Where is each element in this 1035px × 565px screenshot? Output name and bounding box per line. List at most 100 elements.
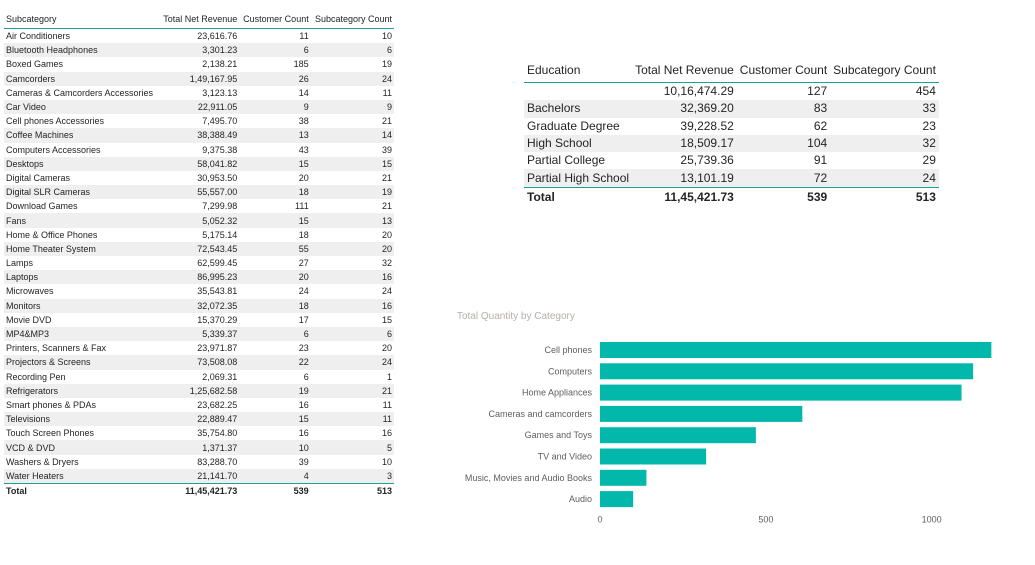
value-cell: 39	[381, 144, 392, 155]
row-label: Bachelors	[524, 100, 633, 118]
bar[interactable]	[600, 427, 756, 444]
row-label: Cell phones Accessories	[6, 116, 105, 127]
table-row[interactable]: VCD & DVD 1,371.37 10 5	[4, 440, 394, 455]
table-row[interactable]: Desktops 58,041.82 15 15	[4, 156, 394, 171]
column-header-subcategory-count[interactable]: Subcategory Count	[830, 58, 939, 83]
category-label: Audio	[569, 494, 592, 504]
row-label: Coffee Machines	[4, 128, 160, 143]
row-label: Car Video	[4, 99, 160, 115]
table-row[interactable]: MP4&MP3 5,339.37 6 6	[4, 326, 394, 342]
subcategory-table-header: Subcategory Total Net Revenue Customer C…	[4, 10, 394, 29]
table-row[interactable]: Computers Accessories 9,375.38 43 39	[4, 143, 394, 157]
bar[interactable]	[600, 342, 992, 358]
table-row[interactable]: High School 18,509.17 104 32	[524, 134, 939, 153]
table-row[interactable]: Bluetooth Headphones 3,301.23 6 6	[4, 43, 394, 58]
column-header-subcategory-count[interactable]: Subcategory Count	[310, 10, 394, 29]
table-row[interactable]: Car Video 22,911.05 9 9	[4, 99, 394, 115]
column-header-customer-count[interactable]: Customer Count	[736, 58, 831, 83]
value-cell: 15	[381, 314, 392, 325]
value-cell: 24	[830, 169, 939, 188]
column-header-total-net-revenue[interactable]: Total Net Revenue	[159, 10, 240, 29]
value-cell: 55,557.00	[159, 185, 240, 200]
value-cell: 58,041.82	[159, 156, 240, 171]
table-row[interactable]: Projectors & Screens 73,508.08 22 24	[4, 355, 394, 370]
value-cell: 17	[298, 314, 309, 325]
row-label: Televisions	[4, 412, 160, 427]
table-row[interactable]: Televisions 22,889.47 15 11	[4, 412, 394, 427]
row-label	[524, 82, 633, 101]
bar[interactable]	[600, 491, 634, 508]
value-cell: 32	[830, 134, 939, 153]
table-row[interactable]: Download Games 7,299.98 111 21	[4, 199, 394, 213]
table-row[interactable]: Home & Office Phones 5,175.14 18 20	[4, 228, 394, 242]
value-cell: 24	[298, 286, 309, 297]
table-row[interactable]: Laptops 86,995.23 20 16	[4, 270, 394, 285]
value-cell: 21	[381, 172, 392, 183]
value-cell: 16	[298, 428, 309, 439]
table-row[interactable]: Lamps 62,599.45 27 32	[4, 256, 394, 270]
bar[interactable]	[600, 363, 974, 380]
total-cell: 11,45,421.73	[159, 483, 240, 498]
table-row[interactable]: Digital Cameras 30,953.50 20 21	[4, 171, 394, 185]
value-cell: 2,138.21	[202, 59, 238, 70]
value-cell: 83,288.70	[197, 456, 238, 467]
value-cell: 39,228.52	[632, 117, 737, 135]
table-row[interactable]: Coffee Machines 38,388.49 13 14	[4, 128, 394, 143]
value-cell: 19	[239, 383, 311, 398]
bar[interactable]	[600, 469, 647, 486]
value-cell: 27	[298, 258, 309, 269]
value-cell: 15	[310, 156, 394, 171]
column-header-subcategory[interactable]: Subcategory	[4, 10, 160, 29]
table-row[interactable]: Home Theater System 72,543.45 55 20	[4, 241, 394, 256]
column-header-education[interactable]: Education	[524, 58, 633, 83]
bar[interactable]	[600, 448, 707, 465]
table-row[interactable]: Refrigerators 1,25,682.58 19 21	[4, 383, 394, 398]
table-row[interactable]: Cameras & Camcorders Accessories 3,123.13…	[4, 86, 394, 100]
value-cell: 24	[310, 71, 394, 86]
value-cell: 18,509.17	[632, 134, 737, 153]
table-row[interactable]: Recording Pen 2,069.31 6 1	[4, 370, 394, 384]
table-row[interactable]: Fans 5,052.32 15 13	[4, 213, 394, 228]
value-cell: 1,25,682.58	[159, 383, 240, 398]
table-row[interactable]: Cell phones Accessories 7,495.70 38 21	[4, 114, 394, 128]
table-row[interactable]: Partial College 25,739.36 91 29	[524, 152, 939, 170]
value-cell: 21	[310, 383, 394, 398]
value-cell: 13	[239, 128, 311, 143]
value-cell: 3,123.13	[202, 87, 238, 98]
column-header-total-net-revenue[interactable]: Total Net Revenue	[632, 58, 737, 83]
table-row[interactable]: Printers, Scanners & Fax 23,971.87 23 20	[4, 341, 394, 355]
table-row[interactable]: Water Heaters 21,141.70 4 3	[4, 468, 394, 484]
value-cell: 73,508.08	[159, 355, 240, 370]
value-cell: 21,141.70	[159, 468, 240, 484]
value-cell: 9	[310, 99, 394, 115]
table-row[interactable]: Smart phones & PDAs 23,682.25 16 11	[4, 398, 394, 412]
table-row[interactable]: Boxed Games 2,138.21 185 19	[4, 57, 394, 71]
value-cell: 6	[239, 326, 311, 342]
table-row[interactable]: 10,16,474.29 127 454	[524, 82, 939, 101]
table-row[interactable]: Microwaves 35,543.81 24 24	[4, 284, 394, 298]
value-cell: 32	[381, 258, 392, 269]
bar-chart: Cell phones Computers Home Appliances Camer…	[465, 342, 992, 524]
table-row[interactable]: Touch Screen Phones 35,754.80 16 16	[4, 426, 394, 440]
table-row[interactable]: Monitors 32,072.35 18 16	[4, 298, 394, 313]
table-row[interactable]: Air Conditioners 23,616.76 11 10	[4, 29, 394, 44]
bar[interactable]	[600, 405, 803, 422]
column-header-customer-count[interactable]: Customer Count	[239, 10, 311, 29]
table-row[interactable]: Graduate Degree 39,228.52 62 23	[524, 117, 939, 135]
value-cell: 72	[736, 169, 831, 188]
table-row[interactable]: Digital SLR Cameras 55,557.00 18 19	[4, 185, 394, 200]
table-row[interactable]: Partial High School 13,101.19 72 24	[524, 169, 939, 188]
table-row[interactable]: Camcorders 1,49,167.95 26 24	[4, 71, 394, 86]
row-label: Water Heaters	[4, 468, 160, 484]
value-cell: 127	[736, 82, 831, 101]
value-cell: 38,388.49	[159, 128, 240, 143]
value-cell: 14	[310, 128, 394, 143]
row-label: Movie DVD	[6, 314, 52, 325]
category-label: TV and Video	[538, 452, 592, 462]
value-cell: 23	[298, 343, 309, 354]
bar[interactable]	[600, 384, 962, 401]
table-row[interactable]: Washers & Dryers 83,288.70 39 10	[4, 455, 394, 469]
table-row[interactable]: Bachelors 32,369.20 83 33	[524, 100, 939, 118]
value-cell: 22	[239, 355, 311, 370]
table-row[interactable]: Movie DVD 15,370.29 17 15	[4, 313, 394, 327]
